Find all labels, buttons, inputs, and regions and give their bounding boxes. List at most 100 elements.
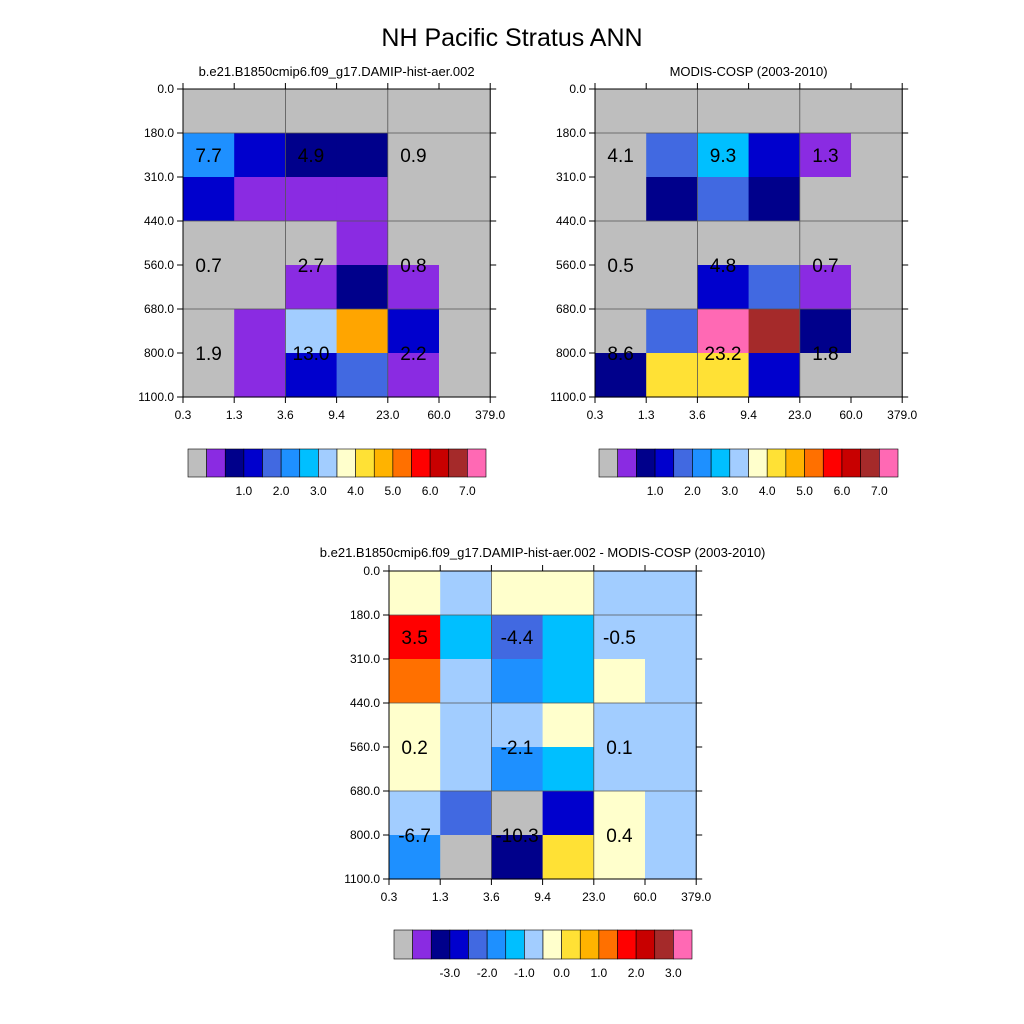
y-tick-label: 0.0: [157, 82, 174, 96]
cell-value-label: 1.3: [812, 146, 838, 167]
heatmap-cell: [593, 835, 646, 880]
cell-value-label: -4.4: [501, 628, 534, 649]
heatmap-cell: [593, 615, 646, 660]
figure-title: NH Pacific Stratus ANN: [381, 24, 642, 52]
heatmap-cell: [799, 221, 852, 266]
colorbar-label: 4.0: [347, 484, 364, 498]
x-tick-label: 60.0: [839, 408, 863, 422]
heatmap-cell: [595, 221, 647, 266]
x-tick-label: 23.0: [788, 408, 812, 422]
x-tick-label: 1.3: [638, 408, 655, 422]
cell-value-label: 0.4: [606, 826, 633, 847]
colorbar-label: -2.0: [477, 966, 498, 980]
heatmap-cell: [183, 309, 235, 354]
heatmap-cell: [440, 791, 492, 836]
cell-value-label: 4.9: [298, 146, 324, 167]
heatmap-cell: [439, 265, 491, 310]
heatmap-cell: [542, 703, 595, 748]
heatmap-cell: [851, 309, 903, 354]
colorbar-label: 1.0: [591, 966, 608, 980]
heatmap-cell: [389, 703, 441, 748]
heatmap-cell: [646, 265, 698, 310]
y-tick-label: 0.0: [569, 82, 586, 96]
y-tick-label: 680.0: [144, 302, 174, 316]
panel-3: b.e21.B1850cmip6.f09_g17.DAMIP-hist-aer.…: [320, 545, 766, 980]
heatmap-cell: [851, 265, 903, 310]
colorbar-swatch: [598, 929, 618, 960]
heatmap-cell: [645, 703, 697, 748]
y-tick-label: 310.0: [350, 652, 380, 666]
heatmap-cell: [748, 265, 801, 310]
heatmap-cell: [593, 659, 646, 704]
heatmap-cell: [595, 89, 647, 134]
heatmap-cell: [387, 89, 440, 134]
cell-value-label: 2.2: [400, 344, 426, 365]
heatmap-cell: [542, 571, 595, 616]
colorbar-swatch: [598, 448, 618, 478]
heatmap-cell: [389, 615, 441, 660]
heatmap-cell: [183, 89, 235, 134]
cell-value-label: 8.6: [607, 344, 633, 365]
heatmap-cell: [748, 177, 801, 222]
heatmap-cell: [234, 353, 286, 398]
heatmap-cell: [799, 265, 852, 310]
y-tick-label: 560.0: [350, 740, 380, 754]
colorbar-swatch: [467, 448, 487, 478]
heatmap-cell: [645, 791, 697, 836]
colorbar-swatch: [785, 448, 805, 478]
heatmap-cell: [491, 571, 544, 616]
colorbar-swatch: [635, 929, 656, 960]
y-tick-label: 800.0: [556, 346, 586, 360]
heatmap-cell: [697, 221, 750, 266]
cell-value-label: 0.2: [401, 738, 427, 759]
colorbar-swatch: [486, 929, 507, 960]
colorbar-swatch: [206, 448, 226, 478]
colorbar-label: 7.0: [871, 484, 888, 498]
heatmap-cell: [336, 309, 389, 354]
cell-value-label: 0.1: [606, 738, 632, 759]
x-tick-label: 60.0: [633, 890, 657, 904]
heatmap-cell: [389, 791, 441, 836]
heatmap-cell: [389, 747, 441, 792]
y-tick-label: 1100.0: [550, 390, 586, 404]
heatmap-cell: [387, 221, 440, 266]
y-tick-label: 180.0: [144, 126, 174, 140]
panel-2: MODIS-COSP (2003-2010) 0.0 180.0 310.0 440.0…: [550, 64, 917, 498]
x-tick-label: 9.4: [328, 408, 345, 422]
colorbar-swatch: [561, 929, 581, 960]
heatmap-cell: [851, 89, 903, 134]
y-tick-label: 560.0: [144, 258, 174, 272]
y-tick-label: 680.0: [350, 784, 380, 798]
cell-value-label: 13.0: [293, 344, 330, 365]
heatmap-cell: [645, 615, 697, 660]
x-tick-label: 9.4: [534, 890, 551, 904]
colorbar-swatch: [468, 929, 488, 960]
heatmap-cell: [234, 221, 286, 266]
colorbar-swatch: [318, 448, 338, 478]
heatmap-cell: [646, 133, 698, 178]
cell-value-label: 23.2: [705, 344, 742, 365]
colorbar-swatch: [243, 448, 263, 478]
heatmap-cell: [646, 309, 698, 354]
colorbar-label: 7.0: [459, 484, 476, 498]
colorbar-label: 6.0: [422, 484, 439, 498]
heatmap-cell: [439, 89, 491, 134]
heatmap-cell: [646, 177, 698, 222]
colorbar-label: 5.0: [385, 484, 402, 498]
colorbar-swatch: [412, 929, 432, 960]
heatmap-cell: [697, 89, 750, 134]
heatmap-cell: [440, 615, 492, 660]
y-tick-label: 440.0: [556, 214, 586, 228]
colorbar-swatch: [430, 929, 451, 960]
cell-value-label: 4.1: [607, 146, 633, 167]
colorbar-swatch: [729, 448, 749, 478]
panel-1: b.e21.B1850cmip6.f09_g17.DAMIP-hist-aer.…: [138, 64, 505, 498]
colorbar-swatch: [373, 448, 394, 478]
cell-value-label: 3.5: [401, 628, 427, 649]
colorbar-swatch: [262, 448, 282, 478]
y-tick-label: 440.0: [350, 696, 380, 710]
colorbar-label: 4.0: [759, 484, 776, 498]
colorbar-swatch: [748, 448, 768, 478]
x-tick-label: 379.0: [475, 408, 505, 422]
